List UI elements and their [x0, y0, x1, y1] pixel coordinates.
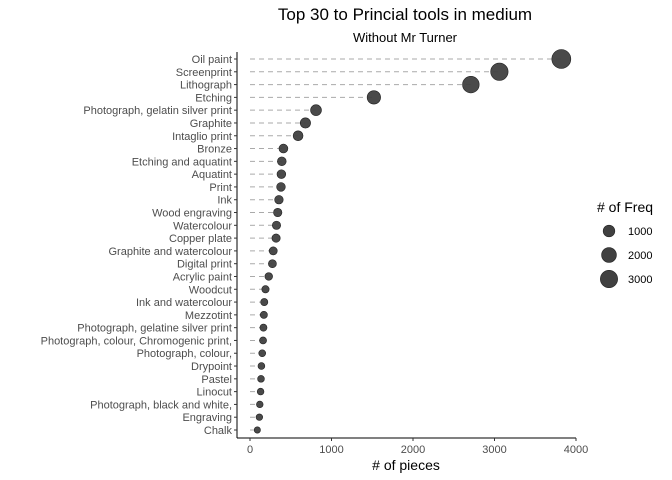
legend-title: # of Freq [597, 199, 653, 215]
data-point [277, 156, 287, 167]
data-point [292, 130, 304, 142]
y-tick-label: Etching and aquatint [132, 156, 232, 168]
legend-label: 1000 [628, 226, 652, 238]
y-tick-label: Wood engraving [152, 208, 232, 220]
data-point [271, 220, 281, 230]
data-point [253, 426, 261, 434]
y-tick-label: Photograph, black and white, [90, 399, 232, 411]
data-point [260, 298, 269, 306]
data-point [366, 90, 381, 105]
x-axis-title: # of pieces [372, 457, 440, 473]
y-tick-label: Oil paint [192, 54, 232, 66]
data-point [268, 246, 278, 256]
y-tick-label: Photograph, colour, Chromogenic print, [41, 335, 232, 347]
x-tick-label: 4000 [564, 444, 588, 456]
data-point [268, 259, 277, 269]
data-point [299, 117, 311, 129]
data-point [264, 272, 273, 281]
y-tick-label: Bronze [197, 144, 232, 156]
data-point [462, 75, 480, 94]
data-point [490, 62, 509, 81]
y-tick-label: Photograph, colour, [137, 348, 232, 360]
y-tick-label: Graphite [190, 118, 232, 130]
data-point [276, 169, 287, 179]
chart-title: Top 30 to Princial tools in medium [278, 5, 532, 24]
data-point [259, 336, 267, 345]
y-tick-label: Photograph, gelatin silver print [83, 105, 232, 117]
data-point [256, 400, 264, 409]
y-tick-label: Acrylic paint [173, 271, 232, 283]
y-tick-label: Graphite and watercolour [108, 246, 232, 258]
x-tick-label: 1000 [319, 444, 343, 456]
legend-key [601, 247, 617, 263]
x-axis-ticks: 0 1000 2000 3000 4000 [247, 438, 588, 456]
size-legend: # of Freq 1000 2000 3000 [597, 199, 653, 288]
y-tick-label: Engraving [182, 412, 232, 424]
legend-label: 3000 [628, 274, 652, 286]
data-point [276, 182, 286, 192]
data-point [278, 143, 289, 154]
data-point [257, 362, 266, 370]
y-tick-label: Ink [217, 195, 232, 207]
y-tick-label: Chalk [204, 425, 233, 437]
y-tick-label: Lithograph [180, 80, 232, 92]
data-point [255, 413, 263, 421]
y-tick-label: Drypoint [191, 361, 232, 373]
y-tick-label: Intaglio print [172, 131, 232, 143]
chart-subtitle: Without Mr Turner [353, 30, 458, 45]
data-point [271, 233, 281, 243]
y-tick-label: Woodcut [189, 284, 232, 296]
y-tick-label: Print [209, 182, 232, 194]
data-point [258, 349, 267, 358]
plot-area [250, 49, 572, 434]
y-tick-label: Copper plate [169, 233, 232, 245]
data-point [310, 104, 322, 116]
y-tick-label: Screenprint [176, 67, 232, 79]
data-point [273, 207, 283, 218]
y-tick-label: Linocut [197, 387, 232, 399]
y-tick-label: Etching [195, 92, 232, 104]
y-tick-label: Aquatint [192, 169, 232, 181]
y-tick-label: Digital print [177, 259, 232, 271]
y-tick-label: Photograph, gelatine silver print [77, 323, 232, 335]
y-tick-label: Pastel [201, 374, 232, 386]
data-point [259, 310, 268, 319]
data-point [256, 387, 265, 396]
y-axis-ticks: Oil paintScreenprintLithographEtchingPho… [41, 54, 237, 437]
data-point [259, 323, 268, 332]
y-tick-label: Watercolour [173, 220, 232, 232]
x-tick-label: 3000 [482, 444, 506, 456]
legend-key [600, 270, 618, 288]
x-tick-label: 0 [247, 444, 253, 456]
y-tick-label: Ink and watercolour [136, 297, 232, 309]
legend-key [602, 224, 616, 238]
data-point [274, 195, 284, 205]
y-tick-label: Mezzotint [185, 310, 232, 322]
legend-label: 2000 [628, 250, 652, 262]
data-point [551, 49, 572, 69]
x-tick-label: 2000 [401, 444, 425, 456]
data-point [257, 375, 265, 383]
data-point [261, 285, 270, 294]
